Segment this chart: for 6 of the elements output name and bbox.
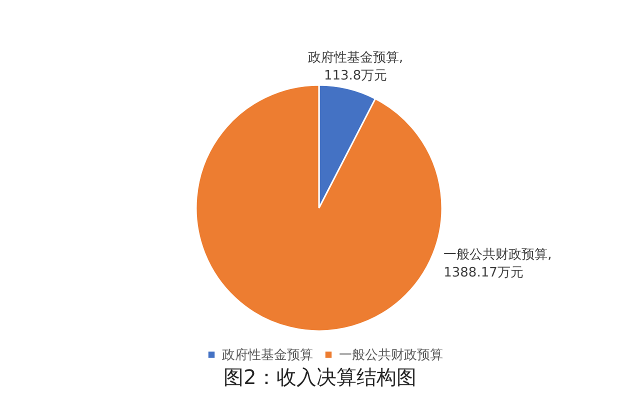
legend-label: 政府性基金预算 <box>222 346 313 363</box>
data-label: 政府性基金预算, 113.8万元 <box>308 49 404 84</box>
pie-slice <box>195 84 443 332</box>
text: 图2：收入决算结构图 <box>224 365 416 389</box>
data-label: 一般公共财政预算, 1388.17万元 <box>444 247 552 280</box>
legend-label: 一般公共财政预算 <box>339 348 443 363</box>
